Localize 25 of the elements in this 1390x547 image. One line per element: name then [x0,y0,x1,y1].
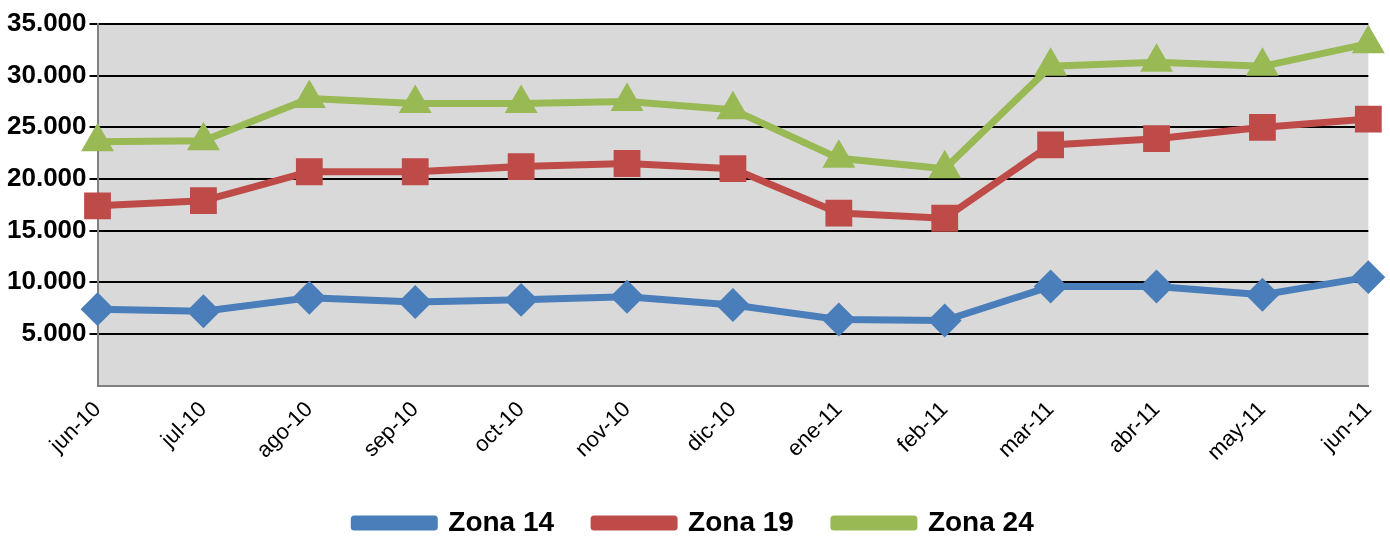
point [82,293,114,325]
y-tick-label: 25.000 [6,110,87,141]
point [611,281,643,313]
y-tick-label: 35.000 [6,7,87,38]
point [1352,261,1384,293]
point [1035,270,1067,302]
y-tick-label: 10.000 [6,265,87,296]
legend-label: Zona 14 [448,505,555,537]
point [929,305,961,337]
point [823,303,855,335]
point [505,284,537,316]
point [293,282,325,314]
point [1246,279,1278,311]
point [399,286,431,318]
legend-label: Zona 19 [688,505,794,537]
point [1141,270,1173,302]
y-tick-label: 15.000 [6,213,87,244]
y-tick-label: 30.000 [6,58,87,89]
point [187,295,219,327]
legend-label: Zona 24 [927,505,1035,537]
point [931,204,959,232]
point [825,199,853,227]
y-tick-label: 20.000 [6,162,87,193]
point [717,289,749,321]
y-tick-label: 5.000 [21,317,87,348]
